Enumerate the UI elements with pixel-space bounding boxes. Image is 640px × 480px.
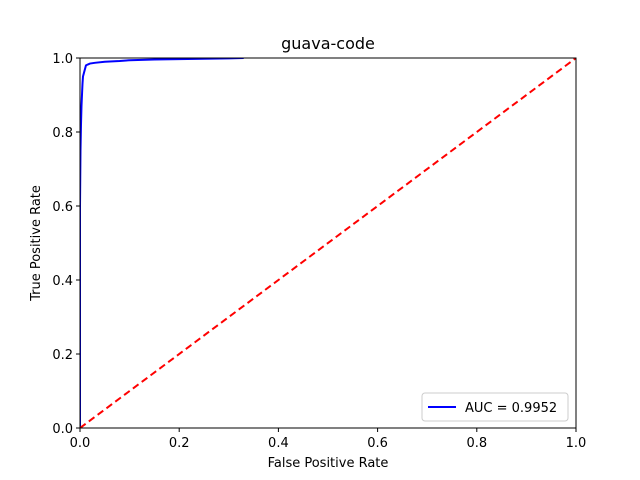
legend-box — [421, 392, 569, 422]
x-tick-label: 0.4 — [268, 436, 289, 451]
y-tick-label: 1.0 — [52, 52, 73, 67]
x-tick-label: 0.0 — [70, 436, 91, 451]
y-tick-label: 0.0 — [52, 422, 73, 437]
y-axis-ticks: 0.0 0.2 0.4 0.6 0.8 1.0 — [52, 52, 80, 437]
plot-frame — [79, 57, 577, 429]
series-layer — [80, 58, 576, 428]
legend: AUC = 0.9952 — [421, 392, 569, 422]
roc-curve-line — [80, 58, 244, 428]
y-axis-label: True Positive Rate — [29, 185, 44, 302]
legend-label-auc: AUC = 0.9952 — [465, 401, 557, 416]
chart-title: guava-code — [281, 34, 375, 53]
x-axis-label: False Positive Rate — [268, 456, 389, 471]
x-tick-label: 0.6 — [367, 436, 388, 451]
y-tick-label: 0.6 — [52, 200, 73, 215]
y-tick-label: 0.4 — [52, 274, 73, 289]
x-axis-ticks: 0.0 0.2 0.4 0.6 0.8 1.0 — [70, 428, 587, 451]
x-tick-label: 0.2 — [169, 436, 190, 451]
x-tick-label: 1.0 — [566, 436, 587, 451]
y-tick-label: 0.8 — [52, 126, 73, 141]
y-tick-label: 0.2 — [52, 348, 73, 363]
x-tick-label: 0.8 — [466, 436, 487, 451]
plot-area — [79, 57, 577, 429]
chance-diagonal-line — [80, 58, 576, 428]
